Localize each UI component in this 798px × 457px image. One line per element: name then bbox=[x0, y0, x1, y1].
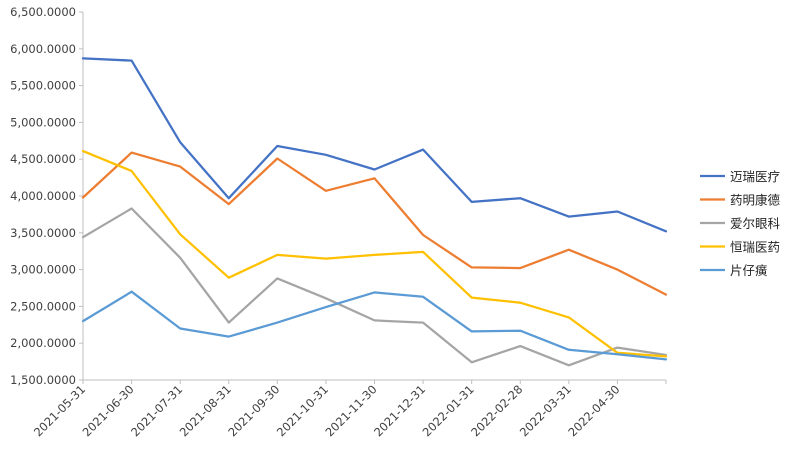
y-tick-label: 3,000.0000 bbox=[10, 263, 76, 277]
y-tick-label: 6,000.0000 bbox=[10, 42, 76, 56]
legend-label: 药明康德 bbox=[730, 193, 781, 208]
legend-label: 恒瑞医药 bbox=[730, 240, 780, 255]
legend-label: 迈瑞医疗 bbox=[730, 169, 780, 184]
legend-label: 片仔癀 bbox=[730, 263, 768, 278]
series-layer bbox=[81, 57, 668, 367]
y-tick-label: 2,500.0000 bbox=[10, 299, 76, 313]
y-tick-label: 3,500.0000 bbox=[10, 226, 76, 240]
series-line-5 bbox=[81, 290, 668, 361]
series-line-3 bbox=[81, 207, 668, 367]
legend-label: 爱尔眼科 bbox=[730, 216, 781, 231]
y-tick-label: 4,000.0000 bbox=[10, 189, 76, 203]
y-tick-label: 2,000.0000 bbox=[10, 336, 76, 350]
x-axis: 2021-05-312021-06-302021-07-312021-08-31… bbox=[31, 379, 667, 439]
y-tick-label: 5,500.0000 bbox=[10, 79, 76, 93]
series-line-1 bbox=[81, 57, 668, 233]
y-axis: 1,500.0000 2,000.0000 2,500.0000 3,000.0000… bbox=[10, 5, 84, 387]
y-tick-label: 1,500.0000 bbox=[10, 373, 76, 387]
y-tick-label: 4,500.0000 bbox=[10, 152, 76, 166]
y-tick-label: 5,000.0000 bbox=[10, 115, 76, 129]
x-tick-label: 2022-04-30 bbox=[565, 382, 622, 439]
series-line-4 bbox=[81, 149, 668, 358]
y-tick-label: 6,500.0000 bbox=[10, 5, 76, 19]
series-line-2 bbox=[81, 151, 668, 296]
